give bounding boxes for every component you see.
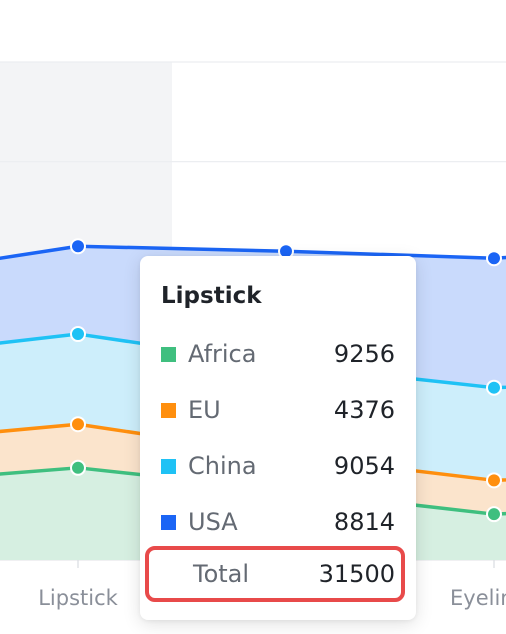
eu-swatch: [161, 403, 176, 418]
usa-point[interactable]: [486, 250, 502, 267]
usa-swatch: [161, 515, 176, 530]
eu-point[interactable]: [486, 472, 502, 489]
africa-point[interactable]: [486, 506, 502, 523]
tooltip-total-label: Total: [193, 560, 250, 588]
tooltip-row-eu: EU 4376: [161, 393, 395, 427]
eu-point[interactable]: [70, 416, 86, 433]
africa-swatch: [161, 347, 176, 362]
tooltip-title: Lipstick: [161, 283, 262, 309]
usa-point[interactable]: [70, 238, 86, 255]
china-point[interactable]: [70, 326, 86, 343]
tooltip-row-name: Africa: [188, 340, 257, 368]
tooltip-row-china: China 9054: [161, 449, 395, 483]
tooltip-row-value: 4376: [333, 396, 395, 424]
tooltip: Lipstick Africa 9256 EU 4376 China 9054 …: [140, 256, 416, 620]
tooltip-row-usa: USA 8814: [161, 505, 395, 539]
tooltip-total-value: 31500: [318, 560, 395, 588]
tooltip-row-value: 9256: [333, 340, 395, 368]
x-tick-label: Eyelin: [450, 586, 506, 610]
tooltip-row-name: EU: [188, 396, 221, 424]
tooltip-row-name: USA: [188, 508, 238, 536]
tooltip-row-name: China: [188, 452, 257, 480]
china-swatch: [161, 459, 176, 474]
x-tick-label: Lipstick: [38, 586, 118, 610]
tooltip-row-value: 9054: [333, 452, 395, 480]
china-point[interactable]: [486, 379, 502, 396]
tooltip-total-highlight: Total 31500: [145, 546, 405, 602]
x-axis: Lipstick Eyelin: [38, 560, 506, 610]
tooltip-row-value: 8814: [333, 508, 395, 536]
africa-point[interactable]: [70, 459, 86, 476]
tooltip-row-africa: Africa 9256: [161, 337, 395, 371]
